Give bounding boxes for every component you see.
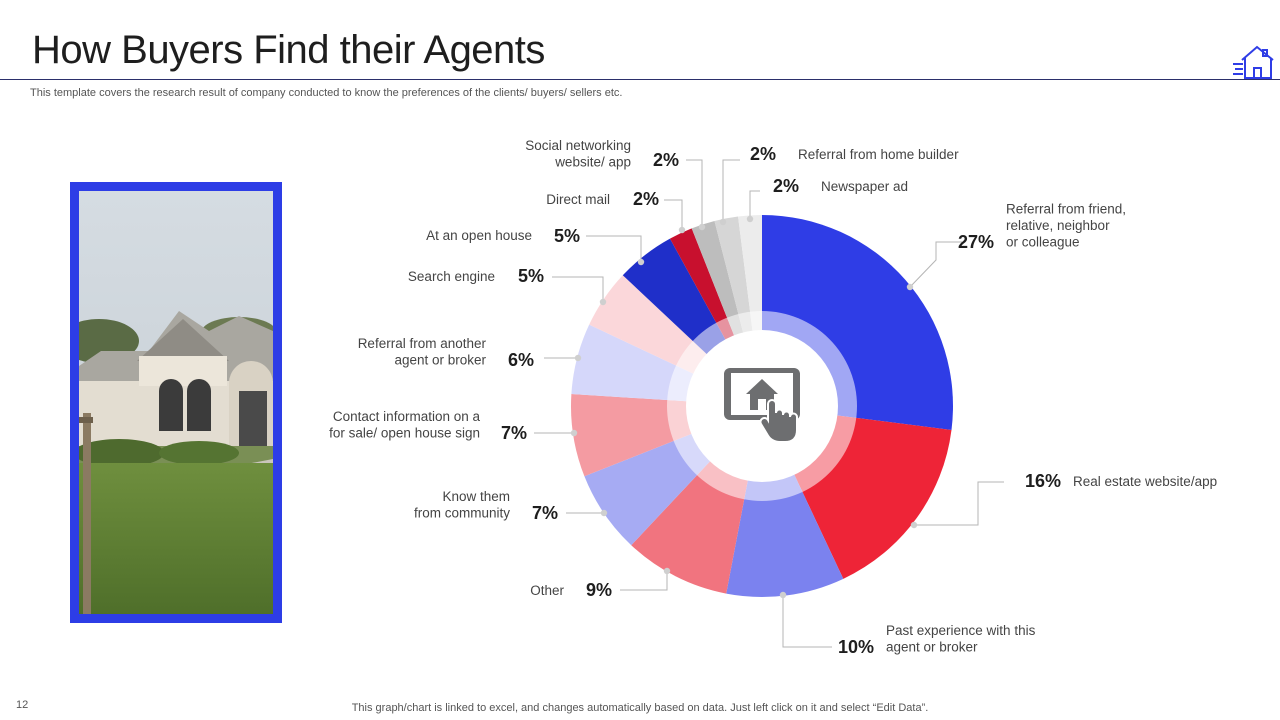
slice-category-label-line: or colleague [1006,235,1080,250]
leader-line-7 [552,276,604,302]
leader-dot-4 [600,509,608,517]
slice-value-label: 9% [586,580,612,600]
slice-category-label-line: for sale/ open house sign [329,425,480,440]
slide-subtitle: This template covers the research result… [30,87,623,99]
slice-category-label: Past experience with this agent or broker [886,623,1036,655]
slice-category-label-line: website/ app [554,154,631,169]
slice-category-label-line: Know them [442,489,510,504]
house-photo [79,191,273,614]
slice-value-label: 7% [532,503,558,523]
slice-category-label: Know them from community [414,489,510,521]
slice-category-label-line: Newspaper ad [821,179,908,194]
leader-dot-7 [599,298,607,306]
slice-category-label-line: Real estate website/app [1073,474,1217,489]
leader-dot-9 [678,226,686,234]
slice-category-label-line: Social networking [525,138,631,153]
leader-line-3 [620,571,668,591]
slice-category-label-line: Contact information on a [333,409,481,424]
leader-dot-8 [637,258,645,266]
slice-category-label: Newspaper ad [821,179,908,194]
slice-category-label-line: agent or broker [886,639,978,654]
house-logo-icon [1233,45,1274,79]
slice-value-label: 10% [838,637,874,657]
slice-value-label: 2% [750,144,776,164]
slice-value-label: 5% [554,226,580,246]
slice-category-label-line: Past experience with this [886,623,1036,638]
slice-value-label: 2% [773,176,799,196]
slice-category-label-line: from community [414,505,510,520]
leader-dot-11 [719,218,727,226]
leader-line-12 [749,190,760,219]
leader-line-1 [914,481,1004,526]
slice-category-label: Search engine [408,269,495,284]
leader-line-0 [909,241,962,288]
leader-line-11 [722,159,740,222]
slice-category-label-line: Search engine [408,269,495,284]
leader-dot-1 [910,521,918,529]
leader-dot-2 [779,591,787,599]
slice-value-label: 7% [501,423,527,443]
slice-category-label: Referral from another agent or broker [358,336,487,368]
slice-value-label: 5% [518,266,544,286]
slice-value-label: 2% [633,189,659,209]
slice-category-label: Contact information on a for sale/ open h… [329,409,480,441]
slice-category-label: Other [530,583,564,598]
slice-category-label-line: Direct mail [546,192,610,207]
leader-line-8 [586,235,642,262]
slice-category-label-line: Referral from home builder [798,147,959,162]
leader-line-9 [664,199,683,230]
slice-category-label-line: Other [530,583,564,598]
slide-title: How Buyers Find their Agents [32,28,545,72]
footer-note: This graph/chart is linked to excel, and… [351,702,929,714]
slice-value-label: 2% [653,150,679,170]
slice-value-label: 27% [958,232,994,252]
slice-category-label: Social networking website/ app [525,138,631,170]
title-divider [0,79,1280,80]
leader-dot-12 [746,215,754,223]
slice-category-label-line: Referral from friend, [1006,202,1126,217]
leader-dot-0 [906,283,914,291]
slice-category-label: Real estate website/app [1073,474,1217,489]
photo-frame [70,182,282,623]
slice-category-label-line: agent or broker [394,352,486,367]
leader-line-2 [782,595,832,648]
leader-dot-5 [570,429,578,437]
leader-line-10 [686,159,703,227]
slice-category-label: Direct mail [546,192,610,207]
slice-category-label-line: Referral from another [358,336,487,351]
slice-category-label-line: At an open house [426,228,532,243]
slice-category-label: Referral from home builder [798,147,959,162]
leader-dot-6 [574,354,582,362]
page-number: 12 [16,699,29,711]
leader-dot-10 [698,223,706,231]
tablet-house-touch-icon [724,368,800,443]
slice-value-label: 6% [508,350,534,370]
slice-value-label: 16% [1025,471,1061,491]
slice-category-label: At an open house [426,228,532,243]
slice-category-label: Referral from friend, relative, neighbor o… [1006,202,1126,250]
leader-dot-3 [663,567,671,575]
slice-category-label-line: relative, neighbor [1006,218,1110,233]
